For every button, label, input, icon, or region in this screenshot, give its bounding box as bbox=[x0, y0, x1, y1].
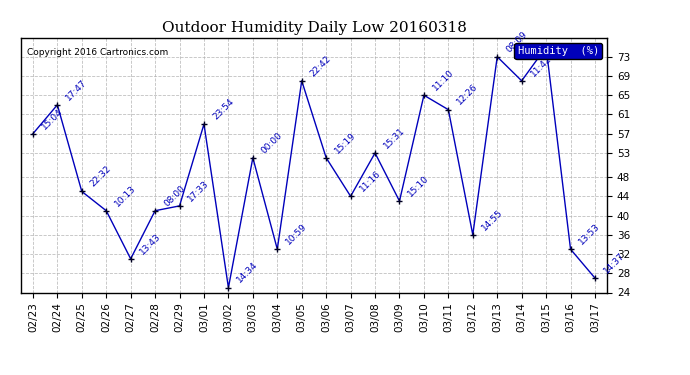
Text: 11:10: 11:10 bbox=[431, 68, 455, 93]
Text: 13:53: 13:53 bbox=[578, 222, 602, 246]
Text: 08:09: 08:09 bbox=[504, 29, 529, 54]
Text: 14:34: 14:34 bbox=[235, 260, 260, 285]
Legend: Humidity  (%): Humidity (%) bbox=[515, 43, 602, 59]
Text: 23:54: 23:54 bbox=[211, 97, 235, 122]
Text: 14:37: 14:37 bbox=[602, 251, 627, 275]
Text: 22:32: 22:32 bbox=[89, 164, 113, 189]
Text: 15:10: 15:10 bbox=[406, 174, 431, 198]
Text: 12:26: 12:26 bbox=[455, 82, 480, 107]
Text: 17:33: 17:33 bbox=[186, 178, 211, 203]
Text: 22:42: 22:42 bbox=[308, 54, 333, 78]
Text: Copyright 2016 Cartronics.com: Copyright 2016 Cartronics.com bbox=[26, 48, 168, 57]
Title: Outdoor Humidity Daily Low 20160318: Outdoor Humidity Daily Low 20160318 bbox=[161, 21, 466, 35]
Text: 11:16: 11:16 bbox=[357, 169, 382, 194]
Text: 08:00: 08:00 bbox=[162, 183, 187, 208]
Text: 15:31: 15:31 bbox=[382, 126, 406, 150]
Text: 15:04: 15:04 bbox=[40, 106, 64, 131]
Text: 14:55: 14:55 bbox=[480, 207, 504, 232]
Text: 11:42: 11:42 bbox=[529, 54, 553, 78]
Text: 15:19: 15:19 bbox=[333, 130, 358, 155]
Text: 10:13: 10:13 bbox=[113, 183, 138, 208]
Text: 00:00: 00:00 bbox=[260, 130, 284, 155]
Text: 10:59: 10:59 bbox=[284, 222, 309, 246]
Text: 17:47: 17:47 bbox=[64, 78, 89, 102]
Text: 13:43: 13:43 bbox=[137, 231, 162, 256]
